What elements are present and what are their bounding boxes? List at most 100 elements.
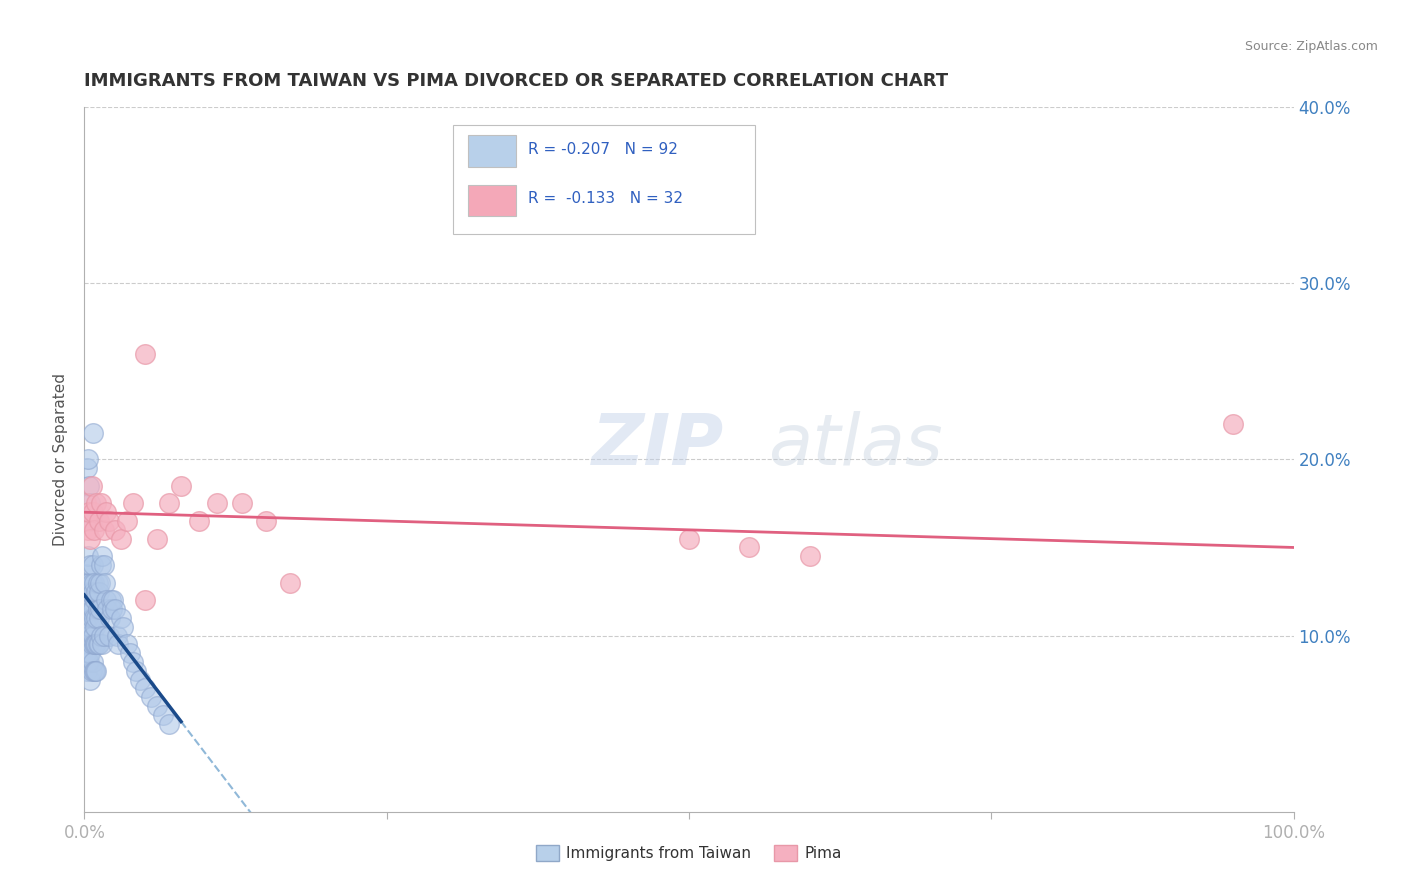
Point <box>94 593 117 607</box>
Point <box>129 673 152 687</box>
Point <box>77 611 100 625</box>
Point <box>91 549 114 564</box>
Point <box>80 514 103 528</box>
Point <box>104 523 127 537</box>
Point <box>107 637 129 651</box>
Text: ZIP: ZIP <box>592 411 724 480</box>
Point <box>799 549 821 564</box>
Point <box>100 593 122 607</box>
Point <box>121 655 143 669</box>
Point <box>188 514 211 528</box>
Point <box>738 541 761 555</box>
Y-axis label: Divorced or Separated: Divorced or Separated <box>53 373 69 546</box>
Point <box>76 628 98 642</box>
Point <box>75 646 97 660</box>
Point <box>76 514 98 528</box>
Point <box>80 664 103 678</box>
Point <box>79 584 101 599</box>
Point <box>82 628 104 642</box>
Point <box>146 532 169 546</box>
Text: Source: ZipAtlas.com: Source: ZipAtlas.com <box>1244 40 1378 54</box>
Point <box>79 532 101 546</box>
Point <box>77 655 100 669</box>
Point <box>86 575 108 590</box>
Point <box>125 664 148 678</box>
Point <box>82 602 104 616</box>
Point <box>79 558 101 573</box>
Point <box>152 707 174 722</box>
Point <box>76 584 98 599</box>
Point <box>121 496 143 510</box>
FancyBboxPatch shape <box>453 125 755 234</box>
Point <box>82 505 104 519</box>
Point <box>98 611 121 625</box>
Point <box>86 496 108 510</box>
Point <box>86 584 108 599</box>
Point <box>278 575 301 590</box>
Point <box>96 602 118 616</box>
Point <box>87 584 110 599</box>
Point <box>87 514 110 528</box>
Point <box>83 575 105 590</box>
Point <box>90 496 112 510</box>
Point <box>79 620 101 634</box>
Point <box>86 637 108 651</box>
Point <box>75 593 97 607</box>
Point <box>75 566 97 581</box>
Point <box>157 716 180 731</box>
Point <box>110 611 132 625</box>
Point <box>86 602 108 616</box>
Point <box>84 637 107 651</box>
Point <box>101 602 124 616</box>
Point <box>157 496 180 510</box>
Point <box>103 593 125 607</box>
Point <box>93 558 115 573</box>
Point <box>82 584 104 599</box>
Point <box>77 646 100 660</box>
Point <box>82 425 104 440</box>
Point <box>80 611 103 625</box>
Point <box>87 637 110 651</box>
Point <box>90 628 112 642</box>
Point <box>77 549 100 564</box>
Point <box>139 690 162 705</box>
Text: R = -0.207   N = 92: R = -0.207 N = 92 <box>529 142 678 157</box>
Point <box>86 664 108 678</box>
Point <box>90 558 112 573</box>
Point <box>94 505 117 519</box>
Bar <box>468 136 516 167</box>
Point <box>80 575 103 590</box>
Point <box>254 514 277 528</box>
Point <box>84 593 107 607</box>
Point <box>1222 417 1244 431</box>
Point <box>77 523 100 537</box>
Point <box>77 452 100 467</box>
Point <box>105 628 128 642</box>
Point <box>170 479 193 493</box>
Point <box>93 628 115 642</box>
Point <box>97 514 120 528</box>
Point <box>84 620 107 634</box>
Point <box>115 514 138 528</box>
Point <box>77 593 100 607</box>
Point <box>75 637 97 651</box>
Point <box>678 532 700 546</box>
Point <box>93 523 115 537</box>
Point <box>231 496 253 510</box>
Point <box>79 646 101 660</box>
Point <box>76 461 98 475</box>
Point <box>115 637 138 651</box>
Point <box>97 628 120 642</box>
Point <box>79 673 101 687</box>
Text: atlas: atlas <box>768 411 942 480</box>
Point <box>134 346 156 360</box>
Point <box>77 637 100 651</box>
Point <box>80 479 103 493</box>
Point <box>207 496 229 510</box>
Point <box>77 505 100 519</box>
Point <box>91 637 114 651</box>
Point <box>77 602 100 616</box>
Point <box>87 611 110 625</box>
Point <box>77 575 100 590</box>
Point <box>77 655 100 669</box>
